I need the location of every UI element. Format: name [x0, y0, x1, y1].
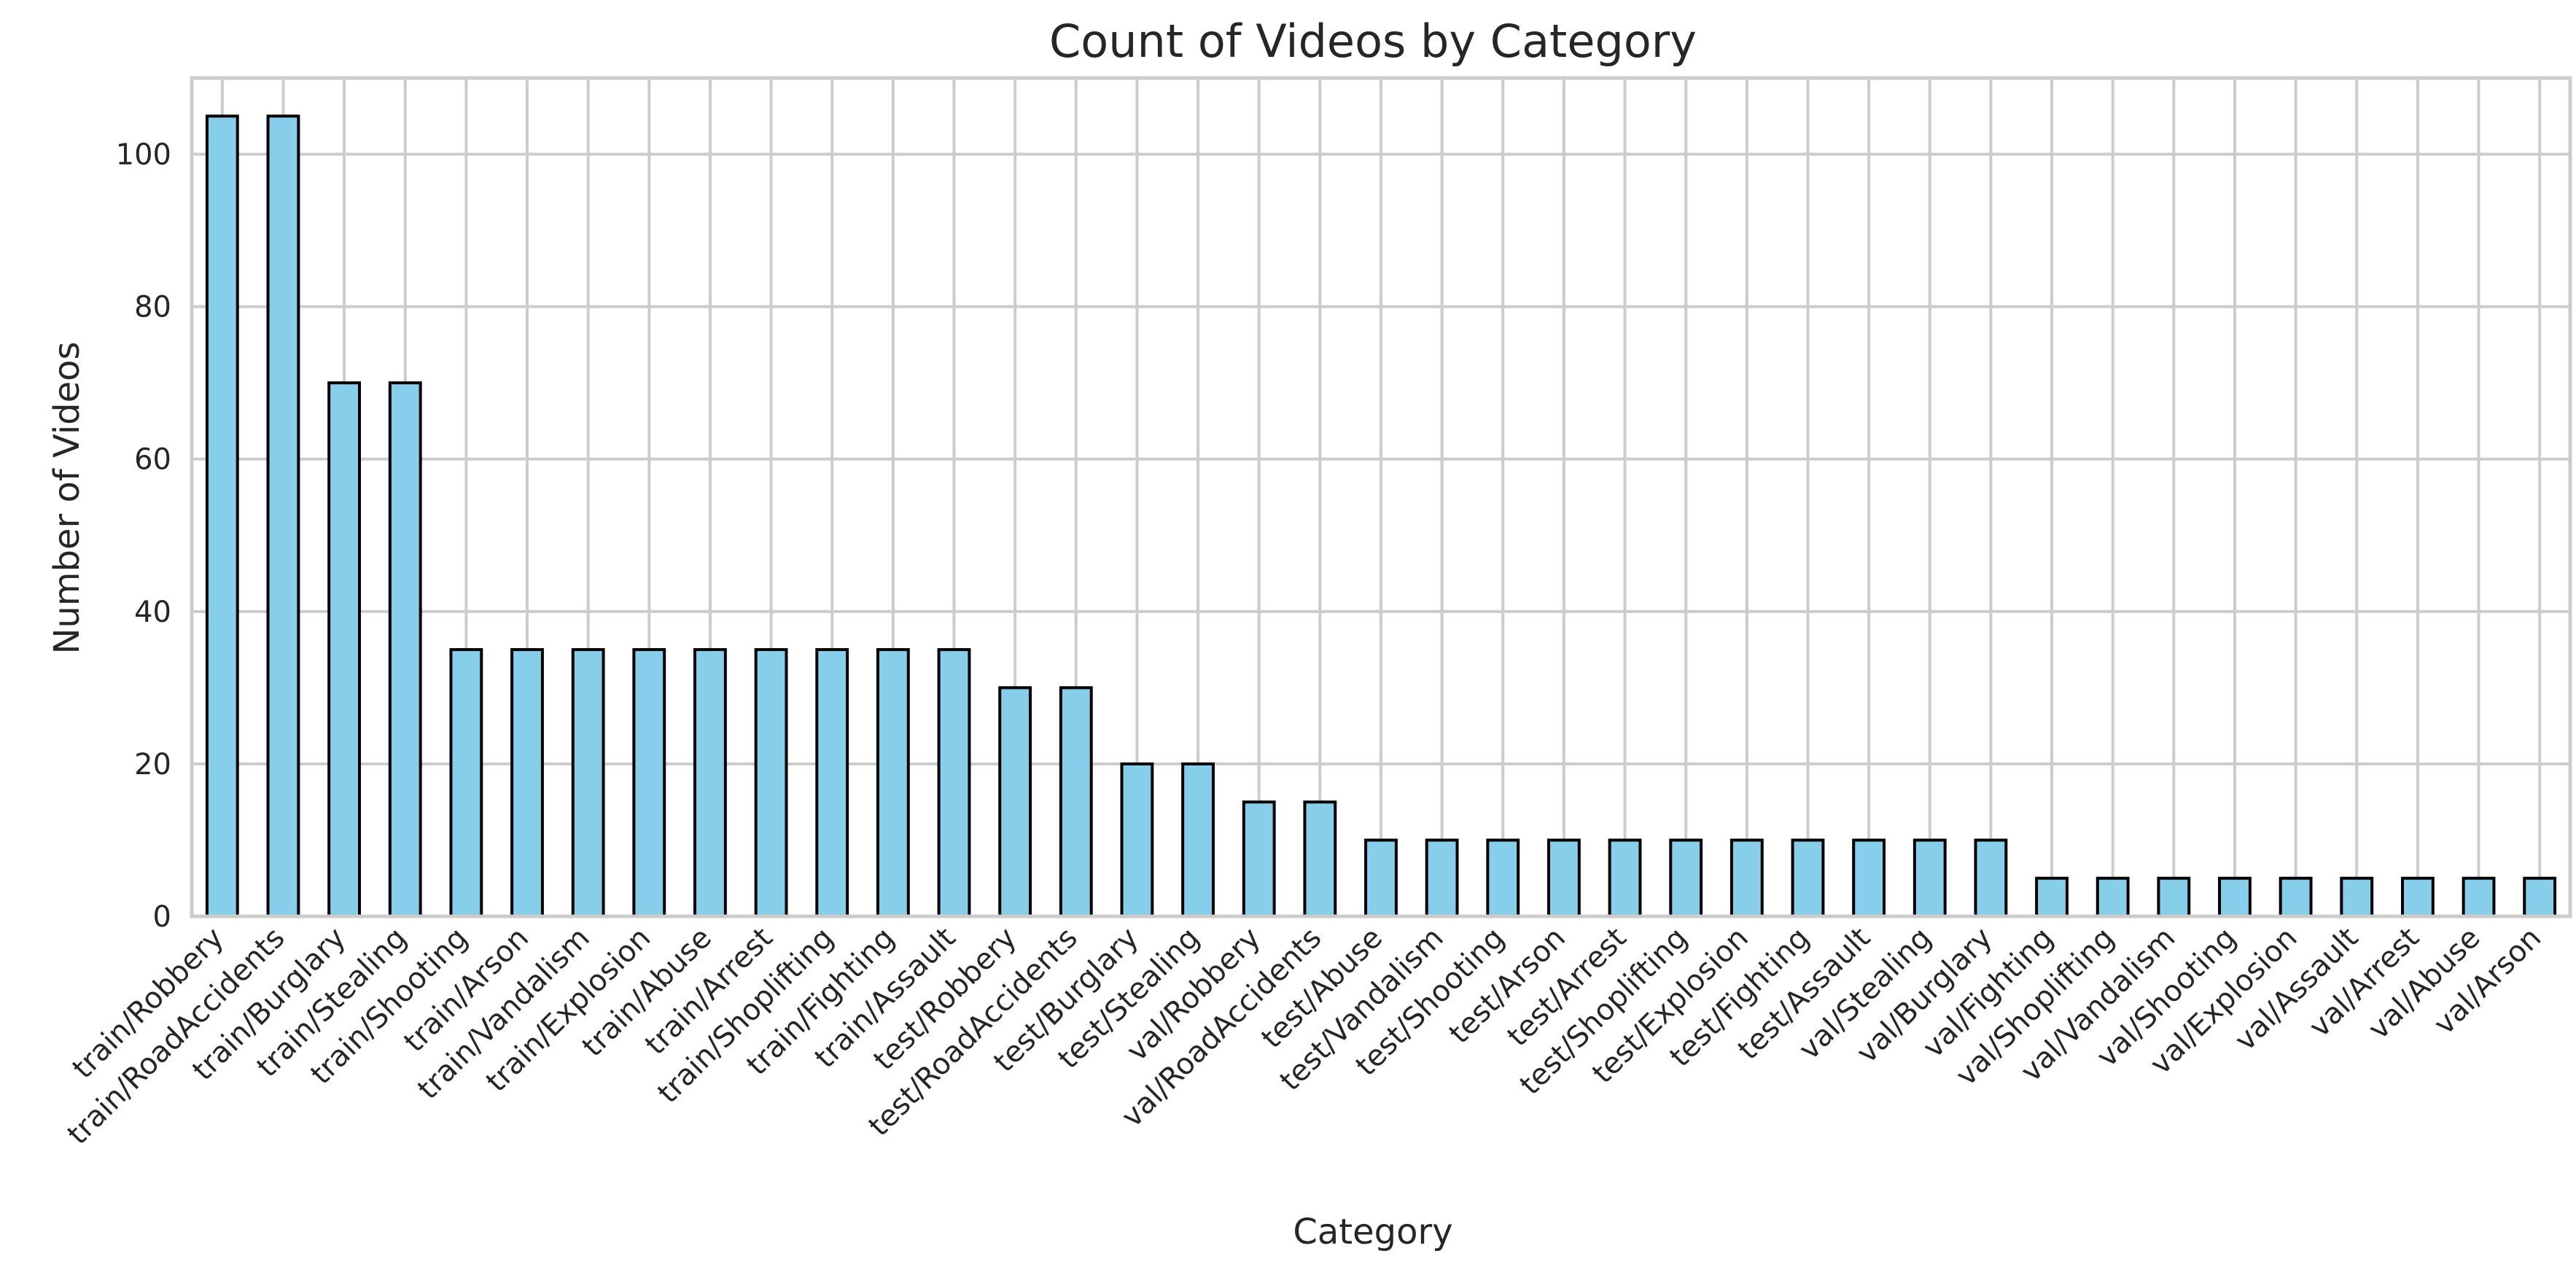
bar — [2340, 876, 2374, 919]
bar — [1852, 838, 1886, 919]
bar — [1669, 838, 1703, 919]
bar — [1547, 838, 1581, 919]
bar — [1425, 838, 1459, 919]
bar — [876, 648, 910, 918]
bar — [327, 381, 362, 918]
x-axis-label: Category — [1293, 1212, 1452, 1252]
y-tick-label: 80 — [134, 291, 171, 324]
bar — [632, 648, 666, 918]
bar — [1303, 800, 1337, 918]
bar — [1120, 762, 1154, 918]
bar — [1364, 838, 1398, 919]
bar — [2462, 876, 2496, 919]
bar — [449, 648, 483, 918]
bar — [510, 648, 544, 918]
bar — [2400, 876, 2435, 919]
bar — [205, 114, 239, 919]
bar — [1729, 838, 1764, 919]
bar — [998, 686, 1032, 918]
bar — [1181, 762, 1215, 918]
grid-layer — [192, 78, 2570, 918]
bar — [754, 648, 788, 918]
y-tick-label: 40 — [134, 596, 171, 629]
bar — [815, 648, 849, 918]
bar — [937, 648, 971, 918]
bar — [571, 648, 605, 918]
bar — [1059, 686, 1093, 918]
bar — [1974, 838, 2008, 919]
bar — [2035, 876, 2069, 919]
y-axis-label: Number of Videos — [47, 341, 87, 654]
plot-frame — [190, 76, 2572, 919]
y-axis-ticks: 0 20 40 60 80 100 — [116, 139, 171, 934]
y-tick-label: 0 — [153, 900, 171, 934]
bar — [1608, 838, 1642, 919]
bar — [2157, 876, 2191, 919]
y-tick-label: 100 — [116, 139, 171, 172]
bar — [1486, 838, 1520, 919]
bar — [2279, 876, 2313, 919]
y-tick-label: 60 — [134, 443, 171, 477]
bar — [2096, 876, 2130, 919]
bar — [2523, 876, 2557, 919]
bar — [1912, 838, 1947, 919]
bar — [388, 381, 422, 918]
chart-title: Count of Videos by Category — [1049, 15, 1697, 68]
x-axis-ticks: train/Robberytrain/RoadAccidentstrain/Bu… — [61, 921, 2548, 1152]
bar — [693, 648, 727, 918]
bar — [1791, 838, 1825, 919]
bar — [2218, 876, 2252, 919]
bars-layer — [205, 114, 2557, 919]
y-tick-label: 20 — [134, 748, 171, 781]
bar — [1242, 800, 1276, 918]
bar — [266, 114, 300, 919]
